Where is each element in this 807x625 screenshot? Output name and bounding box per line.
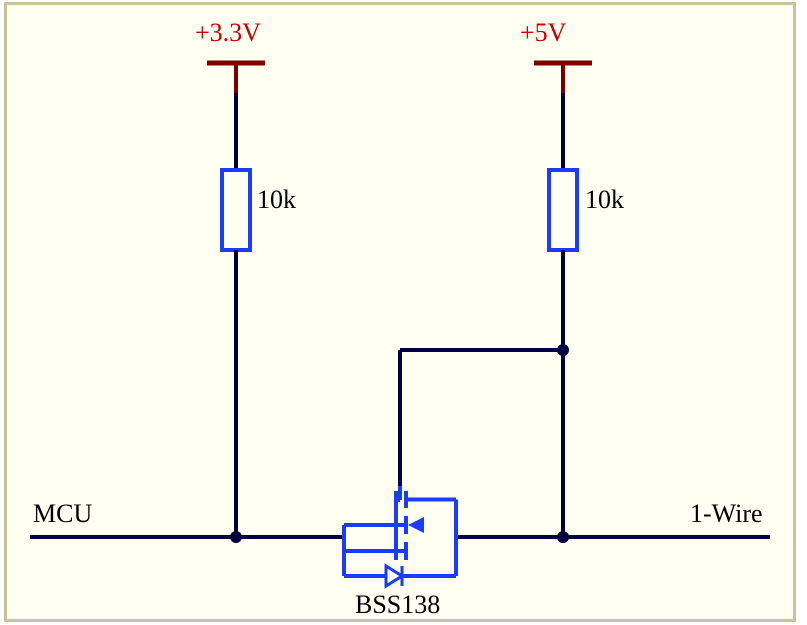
power-label-3v3: +3.3V [195, 18, 261, 48]
power-label-5v: +5V [520, 18, 566, 48]
net-label-1wire: 1-Wire [690, 499, 763, 529]
schematic-canvas: +3.3V +5V 10k 10k MCU 1-Wire BSS138 [0, 0, 807, 625]
net-label-mcu: MCU [33, 499, 92, 529]
resistor-left-value: 10k [257, 185, 296, 215]
mosfet-designator: BSS138 [355, 590, 440, 620]
resistor-right-value: 10k [585, 185, 624, 215]
circuit-svg [0, 0, 807, 625]
